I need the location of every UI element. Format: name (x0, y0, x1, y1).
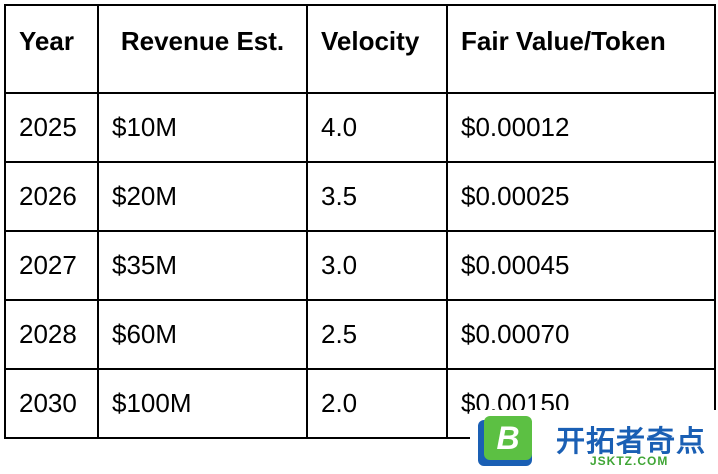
table-cell: $0.00070 (446, 299, 716, 370)
table-cell: 4.0 (306, 92, 448, 163)
table-row: 2028 $60M 2.5 $0.00070 (4, 299, 716, 370)
table-cell: $60M (97, 299, 308, 370)
table-cell: 2025 (4, 92, 99, 163)
table-cell: 2030 (4, 368, 99, 439)
table-cell: $0.00012 (446, 92, 716, 163)
table-row: 2025 $10M 4.0 $0.00012 (4, 92, 716, 163)
header-cell: Revenue Est. (97, 4, 308, 94)
table-row: 2026 $20M 3.5 $0.00025 (4, 161, 716, 232)
header-cell: Year (4, 4, 99, 94)
header-cell: Fair Value/Token (446, 4, 716, 94)
data-table: Year Revenue Est. Velocity Fair Value/Token… (4, 4, 716, 439)
table-cell: 2028 (4, 299, 99, 370)
table-cell: $35M (97, 230, 308, 301)
table-cell: $20M (97, 161, 308, 232)
header-cell: Velocity (306, 4, 448, 94)
table-cell: $0.00045 (446, 230, 716, 301)
watermark: B 开拓者奇点 JSKTZ.COM (470, 410, 718, 474)
table-cell: $10M (97, 92, 308, 163)
table-cell: $100M (97, 368, 308, 439)
watermark-title: 开拓者奇点 (556, 424, 707, 458)
logo-letter: B (496, 420, 519, 456)
watermark-subtitle: JSKTZ.COM (590, 454, 669, 468)
table-cell: 3.0 (306, 230, 448, 301)
table-cell: 2027 (4, 230, 99, 301)
header-row: Year Revenue Est. Velocity Fair Value/Token (4, 4, 716, 94)
table-row: 2027 $35M 3.0 $0.00045 (4, 230, 716, 301)
table-cell: 2026 (4, 161, 99, 232)
table-cell: 2.5 (306, 299, 448, 370)
table-cell: 2.0 (306, 368, 448, 439)
table-cell: $0.00025 (446, 161, 716, 232)
table-body: 2025 $10M 4.0 $0.00012 2026 $20M 3.5 $0.00025 20… (4, 92, 716, 439)
watermark-logo: B (478, 416, 532, 466)
table-cell: 3.5 (306, 161, 448, 232)
